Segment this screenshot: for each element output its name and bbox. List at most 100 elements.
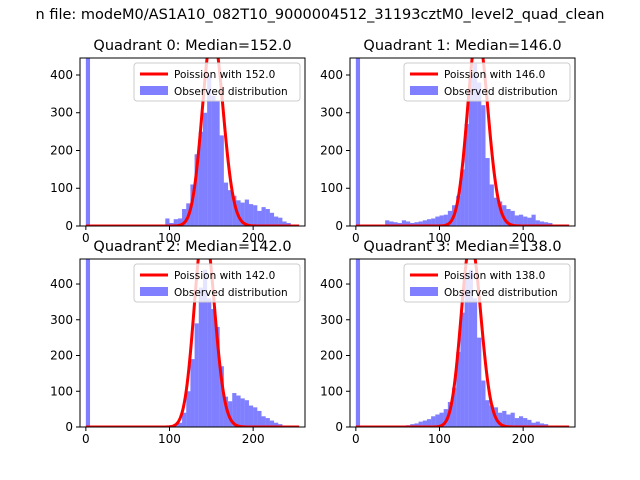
histogram-bar — [523, 418, 528, 427]
histogram-bar — [223, 182, 229, 226]
histogram-bar — [274, 216, 279, 226]
y-tick-label: 0 — [335, 219, 343, 233]
legend: Poission with 138.0 Observed distribution — [403, 263, 571, 303]
histogram-bar — [456, 195, 461, 226]
y-tick-label: 300 — [50, 313, 73, 327]
panel-title: Quadrant 1: Median=146.0 — [363, 38, 561, 54]
legend-label-observed: Observed distribution — [174, 287, 288, 299]
y-tick-label: 400 — [50, 68, 73, 82]
histogram-bar — [456, 351, 461, 427]
histogram-bar — [477, 82, 482, 226]
histogram-bar — [173, 219, 178, 226]
histogram-bar — [514, 418, 519, 427]
panel-title: Quadrant 0: Median=152.0 — [93, 38, 291, 54]
legend-label-poisson: Poission with 142.0 — [174, 270, 275, 282]
x-tick-label: 0 — [352, 231, 360, 245]
histogram-bar — [510, 210, 515, 226]
y-tick-label: 200 — [320, 143, 343, 157]
histogram-bar — [464, 273, 469, 427]
histogram-bar — [257, 410, 262, 427]
histogram-bar — [165, 218, 170, 226]
histogram-bar — [523, 216, 528, 226]
panel-quadrant-3: 0 100 200 0 100 200 300 400 Quadrant 3: Median=1… — [320, 239, 576, 446]
panels: 0 100 200 0 100 200 300 400 Quadrant 0: Median=1… — [50, 38, 576, 446]
histogram-bar — [498, 412, 503, 427]
y-tick-label: 200 — [50, 143, 73, 157]
histogram-bar — [485, 400, 490, 427]
histogram-bar — [182, 412, 187, 427]
histogram-bar — [282, 221, 287, 226]
histogram-bar — [506, 414, 511, 427]
histogram-bar — [472, 298, 478, 427]
legend-box — [403, 263, 571, 303]
histogram-bar — [232, 393, 237, 427]
histogram-bar — [531, 422, 536, 427]
panel-quadrant-0: 0 100 200 0 100 200 300 400 Quadrant 0: Median=1… — [50, 38, 306, 245]
histogram-bar — [244, 199, 249, 226]
histogram-bar — [460, 312, 465, 427]
histogram-bar — [535, 421, 540, 427]
y-tick-label: 400 — [320, 68, 343, 82]
histogram-bar — [177, 218, 183, 226]
x-tick-label: 0 — [352, 432, 360, 446]
legend-box — [133, 62, 301, 102]
legend-label-poisson: Poission with 152.0 — [174, 69, 275, 81]
legend: Poission with 152.0 Observed distribution — [133, 62, 301, 102]
plot-area — [85, 259, 300, 427]
y-tick-label: 200 — [320, 349, 343, 363]
legend-patch-observed — [140, 287, 168, 296]
histogram-bar — [443, 409, 448, 427]
y-tick-label: 0 — [335, 420, 343, 434]
histogram-bar — [389, 221, 394, 226]
histogram-bar — [274, 422, 279, 427]
histogram-bar — [502, 410, 507, 427]
histogram-bar — [426, 419, 432, 427]
y-tick-label: 200 — [50, 349, 73, 363]
histogram-bar — [177, 422, 183, 427]
histogram-bar — [447, 210, 453, 226]
histogram-bar — [393, 222, 398, 226]
legend-box — [403, 62, 571, 102]
histogram-bar — [207, 298, 212, 427]
histogram-bar — [215, 326, 220, 427]
legend: Poission with 146.0 Observed distribution — [403, 62, 571, 102]
poisson-curve — [85, 259, 300, 427]
panel-title: Quadrant 2: Median=142.0 — [93, 239, 291, 255]
x-tick-label: 100 — [428, 231, 451, 245]
y-tick-label: 300 — [320, 106, 343, 120]
y-tick-label: 400 — [320, 277, 343, 291]
histogram-bar — [410, 222, 415, 226]
poisson-curve — [355, 58, 570, 226]
histogram-bar — [261, 416, 266, 427]
panel-title: Quadrant 3: Median=138.0 — [363, 239, 561, 255]
histogram-bar — [506, 209, 511, 226]
histogram-bar — [468, 74, 473, 226]
y-tick-label: 100 — [50, 181, 73, 195]
histogram-bar — [535, 220, 540, 226]
histogram-bar — [198, 131, 203, 226]
x-tick-label: 100 — [428, 432, 451, 446]
histogram-bar — [228, 401, 233, 427]
histogram-bar — [261, 207, 266, 226]
histogram-bar — [431, 416, 436, 427]
histogram-bar — [240, 398, 245, 427]
histogram-bar — [489, 184, 494, 226]
x-tick-label: 200 — [512, 432, 535, 446]
panel-quadrant-1: 0 100 200 0 100 200 300 400 Quadrant 1: Median=1… — [320, 38, 576, 245]
histogram-bar — [401, 220, 407, 226]
legend-label-poisson: Poission with 138.0 — [444, 270, 545, 282]
histogram-bar — [527, 217, 532, 226]
histogram-bar — [265, 418, 270, 427]
panel-quadrant-2: 0 100 200 0 100 200 300 400 Quadrant 2: Median=1… — [50, 239, 306, 446]
histogram-bar — [426, 219, 432, 226]
y-tick-label: 400 — [50, 277, 73, 291]
histogram-bar — [472, 63, 478, 226]
y-tick-label: 300 — [320, 313, 343, 327]
histogram-bar — [414, 222, 419, 226]
histogram-bar — [510, 412, 515, 427]
histogram-bar — [244, 400, 249, 427]
y-tick-label: 100 — [50, 384, 73, 398]
histogram-bar — [190, 359, 195, 427]
histogram-bar — [198, 287, 203, 427]
